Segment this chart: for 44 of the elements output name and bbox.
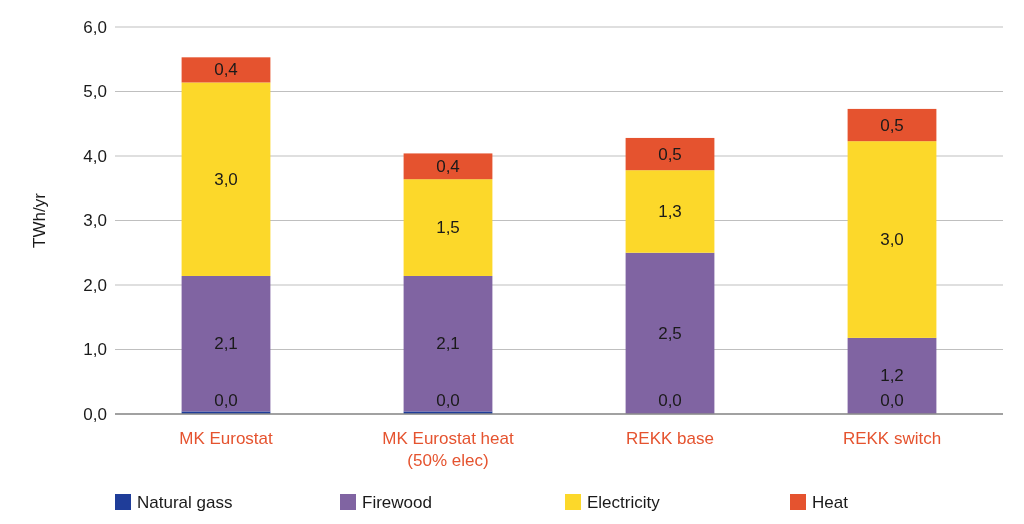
bar [181, 57, 271, 83]
data-label: 0,5 [880, 115, 904, 135]
legend-label: Electricity [587, 492, 661, 512]
bar [403, 153, 493, 180]
data-label: 1,2 [880, 366, 904, 386]
x-tick-label: REKK switch [842, 429, 942, 448]
legend-label: Heat [812, 492, 849, 512]
x-tick-label: MK Eurostat [179, 429, 274, 448]
y-tick-label: 6,0 [83, 17, 107, 37]
data-label: 2,5 [658, 323, 682, 343]
x-tick-label: REKK base [626, 429, 714, 448]
y-tick-label: 1,0 [83, 340, 107, 359]
bar [847, 141, 937, 338]
data-label: 0,5 [658, 144, 682, 164]
bar [625, 170, 715, 253]
data-label: 0,0 [214, 390, 238, 410]
legend-label: Natural gass [137, 492, 233, 512]
y-tick-label: 2,0 [83, 275, 107, 295]
data-label: 3,0 [214, 169, 238, 189]
data-label: 0,4 [214, 60, 238, 80]
bar [403, 275, 493, 412]
bar [403, 179, 493, 276]
y-tick-label: 5,0 [83, 82, 107, 101]
bar [625, 137, 715, 171]
data-label: 0,4 [436, 156, 460, 176]
annotation: 0,0 [880, 390, 904, 410]
y-tick-label: 4,0 [83, 146, 107, 166]
bar [847, 108, 937, 142]
data-label: 1,5 [436, 218, 460, 238]
bar [847, 337, 937, 414]
data-label: 3,0 [880, 230, 904, 250]
x-tick-label: MK Eurostat heat (50% elec) [382, 429, 514, 470]
bar [181, 275, 271, 412]
y-tick-label: 0,0 [83, 404, 107, 424]
data-label: 2,1 [214, 334, 238, 354]
data-label: 0,0 [436, 390, 460, 410]
annotation: 0,0 [658, 390, 682, 410]
y-tick-label: 3,0 [83, 211, 107, 230]
bar [625, 252, 715, 414]
y-axis-title: TWh/yr [30, 192, 49, 248]
data-label: 1,3 [658, 201, 682, 221]
data-label: 2,1 [436, 334, 460, 354]
legend-label: Firewood [362, 492, 432, 512]
bar [181, 82, 271, 276]
